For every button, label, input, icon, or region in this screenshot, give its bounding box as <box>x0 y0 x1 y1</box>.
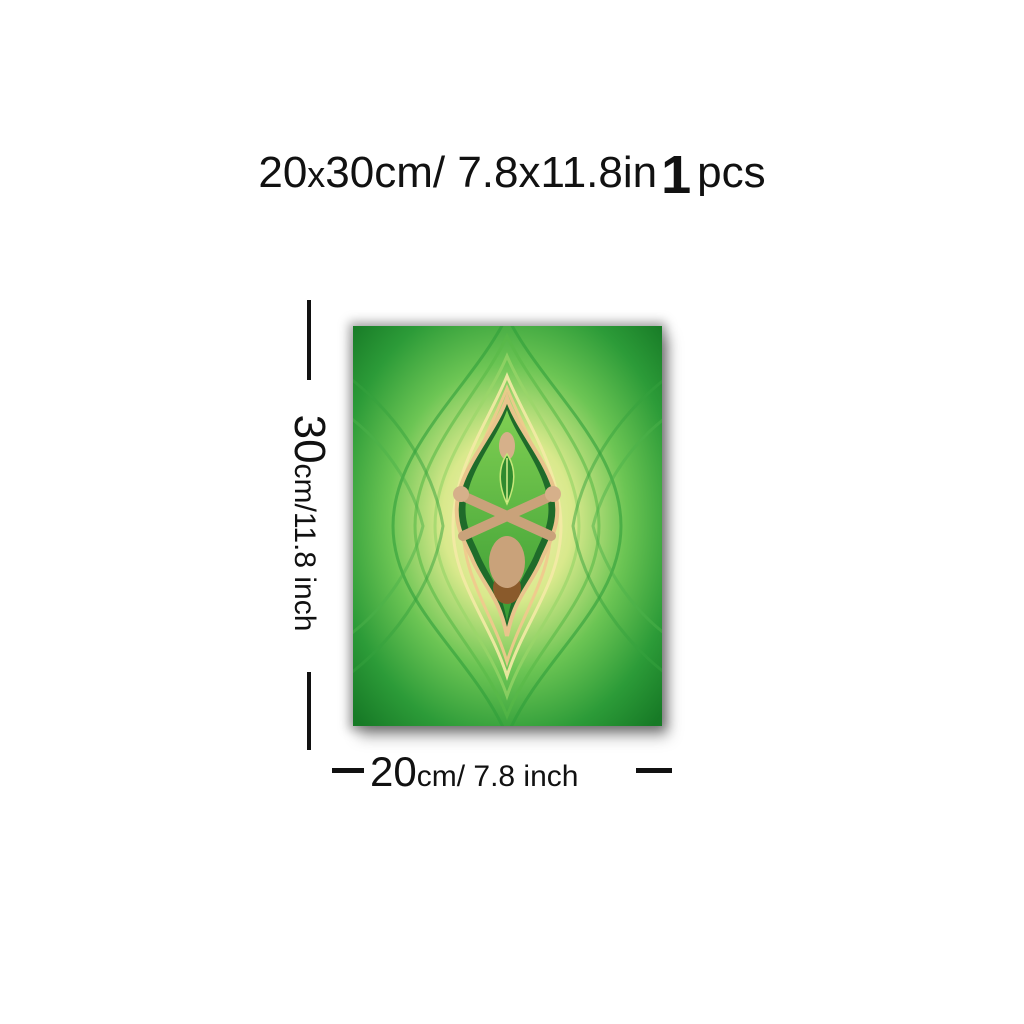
size-width: 20 <box>258 148 308 197</box>
height-number: 30 <box>285 414 334 464</box>
size-x: x <box>307 154 326 195</box>
width-number: 20 <box>370 748 417 795</box>
width-label: 20cm/ 7.8 inch <box>370 748 578 796</box>
height-unit: cm/11.8 inch <box>288 463 321 632</box>
piece-count: 1 <box>661 145 692 205</box>
canvas-print <box>353 326 662 726</box>
width-bar-left <box>332 768 364 773</box>
product-size-title: 20x30cm/ 7.8x11.8in1 pcs <box>0 138 1024 205</box>
leaf-artwork-image <box>353 326 662 726</box>
width-unit: cm/ 7.8 inch <box>416 760 579 793</box>
size-rest: 30cm/ 7.8x11.8in <box>325 148 658 197</box>
width-bar-right <box>636 768 672 773</box>
height-bar-bottom <box>307 672 311 750</box>
height-bar-top <box>307 300 311 380</box>
piece-unit: pcs <box>697 148 766 197</box>
